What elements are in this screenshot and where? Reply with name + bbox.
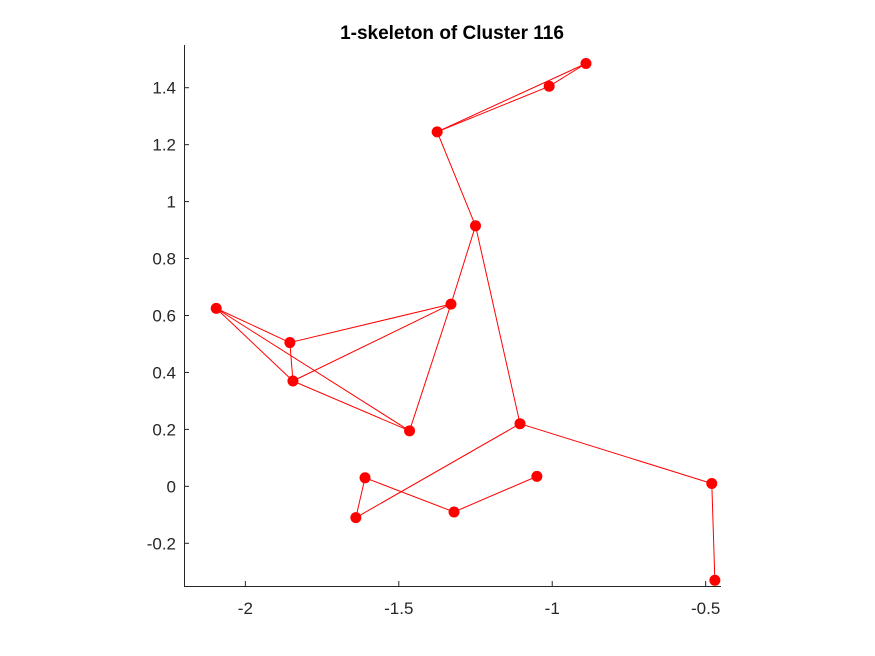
x-tick-label: -1 [545, 599, 560, 618]
graph-edge [450, 225, 476, 305]
graph-edge [215, 308, 294, 382]
graph-node [287, 375, 299, 387]
y-tick-label: 0.8 [152, 250, 176, 269]
graph-edge [215, 307, 410, 432]
y-tick-label: 0.2 [152, 420, 176, 439]
graph-edge [289, 342, 294, 382]
graph-edge [519, 423, 712, 484]
y-tick-label: 0 [167, 477, 176, 496]
y-tick-label: 0.6 [152, 307, 176, 326]
chart-title: 1-skeleton of Cluster 116 [340, 23, 564, 44]
graph-node [709, 574, 721, 586]
graph-node [445, 298, 457, 310]
y-tick-label: 1.2 [152, 136, 176, 155]
graph-edge [355, 477, 366, 518]
graph-edge [364, 477, 455, 513]
graph-edge [453, 475, 538, 513]
graph-node [431, 126, 443, 138]
graph-edge [548, 63, 587, 87]
graph-edge [475, 225, 521, 424]
graph-node [210, 302, 222, 314]
y-tick-label: 1.4 [152, 79, 176, 98]
graph-node [580, 58, 592, 70]
graph-node [359, 472, 371, 484]
graph-node [531, 470, 543, 482]
y-tick-label: 1 [167, 193, 176, 212]
graph-node [706, 477, 718, 489]
ticks-layer: -2 -1.5 -1 -0.5 -0.2 0 0.2 0.4 0.6 0.8 1 1.2 1.4 [147, 79, 721, 618]
graph-edge [292, 380, 410, 432]
graph-node [543, 80, 555, 92]
graph-edge [436, 63, 587, 133]
graph-edge [216, 307, 291, 344]
graph-node [284, 337, 296, 349]
graph-edge [355, 423, 521, 519]
x-tick-label: -0.5 [691, 599, 720, 618]
y-tick-label: -0.2 [147, 534, 176, 553]
graph-edge [711, 483, 716, 581]
graph-node [404, 425, 416, 437]
graph-edge [289, 303, 452, 344]
graph-node [350, 512, 362, 524]
graph-edge [436, 85, 550, 133]
x-tick-label: -2 [238, 599, 253, 618]
graph-node [514, 418, 526, 430]
y-tick-label: 0.4 [152, 363, 176, 382]
graph-edge [292, 303, 452, 382]
nodes-layer [210, 58, 721, 586]
graph-node [470, 220, 482, 232]
graph-node [448, 506, 460, 518]
x-tick-label: -1.5 [384, 599, 413, 618]
graph-edge [409, 303, 452, 431]
edges-layer [215, 63, 716, 581]
graph-edge [436, 131, 476, 226]
